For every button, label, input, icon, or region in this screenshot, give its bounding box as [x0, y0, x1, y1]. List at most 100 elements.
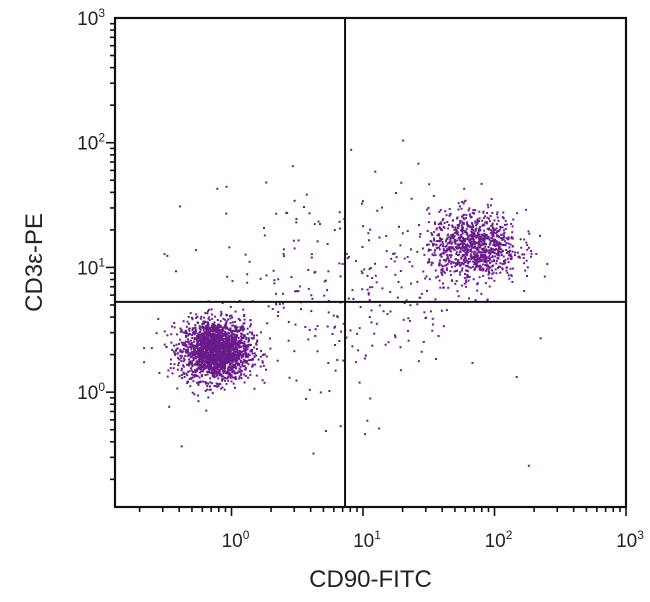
scatter-point	[304, 326, 307, 328]
scatter-point	[191, 376, 194, 379]
scatter-point	[209, 368, 212, 371]
scatter-point	[179, 354, 182, 357]
scatter-point	[461, 232, 464, 235]
scatter-point	[482, 210, 485, 213]
scatter-point	[491, 239, 494, 242]
scatter-point	[216, 326, 219, 329]
scatter-point	[203, 320, 206, 323]
scatter-point	[435, 276, 437, 279]
scatter-point	[232, 346, 234, 349]
scatter-point	[465, 259, 468, 262]
scatter-point	[224, 346, 227, 349]
scatter-point	[474, 229, 477, 232]
scatter-point	[442, 249, 445, 252]
scatter-point	[356, 332, 359, 335]
scatter-point	[199, 339, 202, 342]
scatter-point	[432, 244, 434, 247]
scatter-point	[243, 368, 246, 371]
scatter-point	[431, 317, 434, 320]
scatter-point	[189, 354, 192, 357]
scatter-point	[204, 312, 207, 315]
scatter-point	[206, 331, 209, 333]
scatter-point	[449, 237, 452, 240]
scatter-point	[266, 322, 269, 325]
scatter-point	[197, 354, 200, 357]
scatter-point	[206, 339, 209, 342]
scatter-point	[497, 248, 500, 251]
scatter-point	[220, 312, 223, 315]
scatter-point	[220, 355, 223, 358]
scatter-point	[228, 332, 231, 335]
scatter-point	[265, 355, 268, 358]
scatter-point	[209, 377, 212, 380]
scatter-point	[446, 221, 449, 223]
scatter-point	[476, 246, 479, 249]
scatter-point	[312, 452, 315, 455]
scatter-point	[446, 262, 449, 265]
scatter-point	[464, 285, 467, 288]
scatter-point	[243, 322, 246, 325]
scatter-point	[176, 347, 179, 350]
scatter-point	[282, 252, 285, 255]
scatter-point	[487, 251, 490, 254]
scatter-point	[459, 205, 461, 208]
scatter-point	[472, 240, 475, 243]
scatter-point	[459, 273, 462, 276]
scatter-point	[442, 248, 445, 250]
scatter-point	[445, 214, 448, 217]
scatter-point	[203, 341, 206, 344]
scatter-point	[255, 354, 258, 357]
scatter-point	[187, 338, 189, 341]
scatter-point	[199, 360, 202, 363]
scatter-point	[471, 361, 474, 364]
scatter-point	[217, 329, 220, 331]
scatter-point	[191, 360, 194, 363]
scatter-point	[231, 370, 234, 372]
scatter-point	[224, 337, 227, 340]
scatter-point	[204, 337, 206, 340]
scatter-point	[223, 376, 226, 379]
scatter-point	[482, 249, 485, 252]
scatter-point	[507, 238, 510, 241]
scatter-point	[456, 231, 459, 234]
scatter-point	[491, 273, 494, 275]
scatter-point	[197, 352, 200, 355]
scatter-point	[450, 260, 453, 263]
scatter-point	[186, 374, 189, 377]
scatter-point	[475, 253, 478, 256]
scatter-point	[237, 336, 240, 339]
scatter-point	[200, 375, 203, 378]
scatter-point	[224, 362, 227, 365]
scatter-point	[237, 370, 240, 373]
scatter-point	[331, 333, 334, 335]
scatter-point	[234, 363, 237, 366]
scatter-point	[209, 385, 211, 388]
scatter-point	[428, 260, 431, 263]
scatter-point	[490, 225, 493, 227]
scatter-point	[427, 206, 430, 209]
scatter-point	[170, 341, 173, 344]
scatter-point	[428, 278, 431, 281]
scatter-point	[480, 292, 483, 295]
scatter-point	[477, 248, 480, 251]
scatter-point	[459, 271, 462, 274]
scatter-point	[212, 334, 215, 337]
scatter-point	[201, 346, 204, 349]
scatter-point	[333, 229, 336, 231]
scatter-point	[219, 324, 222, 327]
scatter-point	[475, 224, 477, 227]
scatter-point	[471, 242, 473, 245]
scatter-point	[462, 246, 465, 249]
scatter-point	[474, 221, 477, 224]
scatter-point	[206, 345, 209, 348]
scatter-point	[483, 237, 486, 240]
scatter-point	[461, 226, 464, 229]
scatter-point	[228, 357, 231, 360]
scatter-point	[528, 232, 531, 235]
scatter-point	[227, 365, 230, 368]
scatter-point	[492, 250, 495, 253]
scatter-point	[216, 359, 218, 362]
scatter-point	[427, 248, 430, 251]
scatter-point	[481, 219, 484, 222]
scatter-point	[444, 251, 447, 254]
